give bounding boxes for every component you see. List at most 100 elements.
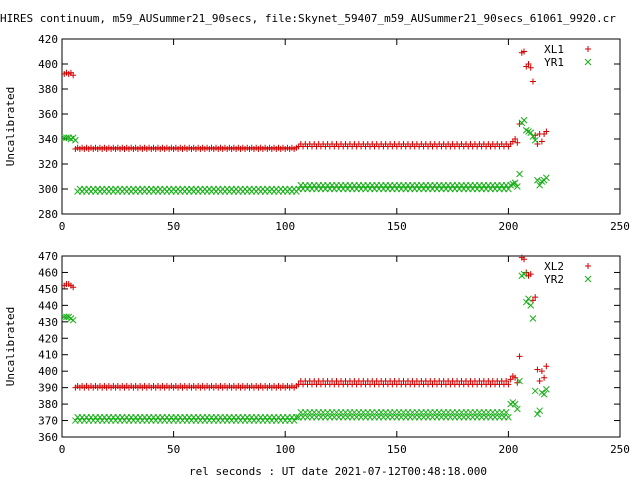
y-tick-label: 360 [38, 431, 58, 444]
y-tick-label: 410 [38, 349, 58, 362]
x-tick-label: 250 [610, 443, 630, 456]
y-tick-label: 370 [38, 415, 58, 428]
legend-marker [584, 275, 592, 283]
data-point [69, 316, 77, 324]
data-point [525, 295, 532, 303]
y-axis-label: Uncalibrated [4, 307, 17, 386]
x-tick-label: 0 [59, 443, 66, 456]
y-tick-label: 440 [38, 299, 58, 312]
y-tick-label: 470 [38, 250, 58, 263]
data-point [531, 387, 539, 395]
x-tick-label: 100 [275, 443, 295, 456]
data-point [521, 48, 528, 55]
data-point [527, 302, 535, 309]
legend-label: YR2 [544, 273, 564, 286]
x-tick-label: 50 [167, 443, 180, 456]
series-yr1 [60, 116, 550, 195]
x-axis-label: rel seconds : UT date 2021-07-12T00:48:1… [189, 465, 487, 478]
data-point [63, 134, 70, 142]
data-point [521, 256, 528, 263]
data-point [536, 407, 544, 415]
x-tick-label: 0 [59, 220, 66, 233]
y-tick-label: 420 [38, 33, 58, 46]
x-tick-label: 150 [387, 220, 407, 233]
data-point [70, 72, 77, 79]
y-tick-label: 380 [38, 83, 58, 96]
y-tick-label: 390 [38, 382, 58, 395]
legend-marker [585, 263, 591, 269]
chart-panel-1: 280 300 320 340 360 380 400 420 0 50 100 150 200 250 U… [4, 33, 630, 233]
series-xl1 [61, 48, 550, 152]
data-point [527, 271, 534, 278]
data-point [511, 400, 519, 408]
x-tick-label: 200 [498, 443, 518, 456]
data-point [529, 78, 536, 85]
data-point [543, 128, 550, 135]
data-point [67, 135, 75, 143]
legend-label: XL1 [544, 43, 564, 56]
data-point [516, 353, 523, 360]
plot-area-frame [61, 38, 621, 215]
data-point [522, 298, 530, 306]
y-tick-label: 450 [38, 283, 58, 296]
data-point [532, 294, 539, 301]
x-tick-label: 150 [387, 443, 407, 456]
data-point [512, 136, 519, 142]
y-tick-label: 400 [38, 365, 58, 378]
data-point [513, 405, 521, 413]
data-point [529, 315, 537, 322]
x-tick-label: 100 [275, 220, 295, 233]
y-axis-label: Uncalibrated [4, 87, 17, 166]
data-point [516, 377, 523, 385]
y-tick-label: 400 [38, 58, 58, 71]
data-point [538, 368, 545, 375]
y-tick-label: 430 [38, 316, 58, 329]
data-point [72, 136, 79, 144]
data-point [502, 408, 510, 416]
data-point [534, 410, 541, 418]
data-point [70, 284, 77, 291]
y-tick-label: 460 [38, 266, 58, 279]
series-xl2 [61, 254, 550, 391]
y-tick-label: 380 [38, 398, 58, 411]
data-point [505, 381, 512, 388]
data-point [63, 313, 70, 321]
x-tick-label: 250 [610, 220, 630, 233]
data-point [529, 133, 537, 140]
y-tick-label: 300 [38, 183, 58, 196]
data-point [534, 176, 541, 184]
data-point [541, 374, 548, 381]
data-point [538, 138, 545, 145]
y-tick-label: 360 [38, 108, 58, 121]
y-tick-label: 420 [38, 332, 58, 345]
plot-area-frame [61, 255, 621, 438]
data-point [513, 183, 521, 190]
series-yr2 [60, 270, 550, 424]
data-point [514, 139, 521, 146]
data-point [527, 64, 534, 71]
data-point [512, 374, 519, 381]
chart-title: HIRES continuum, m59_AUSummer21_90secs, … [0, 12, 616, 25]
data-point [531, 136, 539, 144]
legend-label: YR1 [544, 56, 564, 69]
data-point [516, 170, 523, 178]
legend-label: XL2 [544, 260, 564, 273]
data-point [507, 376, 514, 383]
data-point [534, 366, 541, 373]
data-point [290, 417, 298, 424]
data-point [542, 174, 550, 182]
y-tick-label: 280 [38, 208, 58, 221]
data-point [505, 413, 512, 421]
data-point [542, 385, 550, 393]
data-point [511, 179, 519, 187]
y-tick-label: 320 [38, 158, 58, 171]
legend-marker [585, 46, 591, 52]
y-tick-label: 340 [38, 133, 58, 146]
data-point [543, 363, 550, 370]
chart-panel-2: 360 370 380 390 400 410 420 430 440 450 460 470 0 50 1… [4, 250, 630, 456]
x-tick-label: 50 [167, 220, 180, 233]
data-point [540, 390, 548, 398]
data-point [525, 61, 532, 67]
